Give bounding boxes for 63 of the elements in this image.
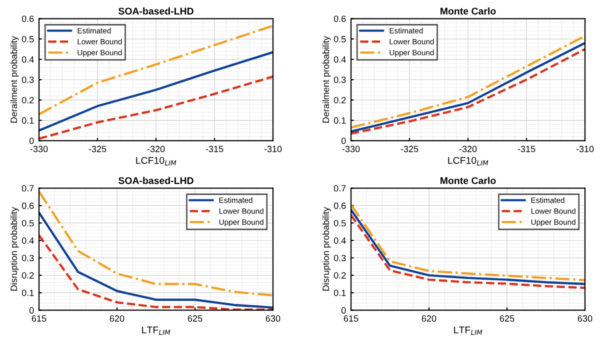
x-tick-label: 615	[32, 315, 46, 322]
y-tick-label: 0.4	[22, 56, 34, 63]
y-tick-label: 0.4	[334, 56, 346, 63]
y-axis-title: Disruption probability	[10, 207, 19, 291]
y-tick-label: 0.6	[22, 202, 34, 209]
x-tick-label: 625	[188, 315, 202, 322]
x-tick-label: -325	[400, 146, 418, 152]
y-tick-label: 0.3	[22, 76, 34, 84]
y-axis-title: Disruption probability	[322, 207, 331, 291]
chart-title: Monte Carlo	[440, 176, 496, 184]
y-tick-label: 0.4	[22, 237, 34, 244]
y-tick-label: 0.2	[334, 272, 346, 279]
x-tick-label: 630	[266, 315, 280, 322]
y-tick-label: 0.5	[334, 220, 346, 226]
x-axis-title: LCF10$_{LIM}$	[448, 156, 488, 166]
x-tick-label: -315	[518, 146, 536, 152]
y-tick-label: 0.7	[22, 185, 34, 192]
y-tick-label: 0.4	[334, 237, 346, 244]
line-series	[39, 190, 273, 296]
y-tick-label: 0.1	[22, 290, 34, 296]
chart-title: SOA-based-LHD	[118, 7, 194, 15]
y-tick-label: 0	[29, 307, 34, 314]
x-axis-title: LTF$_{LIM}$	[142, 326, 170, 335]
y-tick-label: 0.1	[334, 117, 346, 124]
y-tick-label: 0.3	[334, 254, 346, 262]
y-tick-label: 0.2	[22, 272, 34, 279]
x-tick-label: 620	[110, 315, 124, 322]
x-axis-title: LTF$_{LIM}$	[454, 326, 482, 335]
x-tick-label: 630	[578, 315, 592, 322]
y-tick-label: 0.5	[334, 36, 346, 42]
y-tick-label: 0	[341, 307, 346, 314]
y-tick-label: 0.6	[334, 16, 346, 22]
y-tick-label: 0.1	[334, 290, 346, 296]
y-tick-label: 0.6	[334, 202, 346, 209]
x-axis-title: LCF10$_{LIM}$	[136, 156, 176, 166]
x-tick-label: 625	[500, 315, 514, 322]
y-tick-label: 0	[341, 138, 346, 144]
x-tick-label: -310	[264, 146, 282, 152]
x-tick-label: -320	[459, 146, 477, 152]
y-tick-label: 0.2	[22, 96, 34, 104]
y-axis-title: Derailment probability	[322, 36, 331, 123]
y-tick-label: 0.5	[22, 220, 34, 226]
x-tick-label: -320	[147, 146, 165, 152]
x-tick-label: -315	[206, 146, 224, 152]
y-axis-title: Derailment probability	[10, 36, 19, 123]
y-tick-label: 0.5	[22, 36, 34, 42]
y-tick-label: 0.6	[22, 16, 34, 22]
y-tick-label: 0.2	[334, 96, 346, 104]
y-tick-label: 0.3	[334, 76, 346, 84]
chart-title: SOA-based-LHD	[118, 176, 194, 184]
y-tick-label: 0.1	[22, 117, 34, 124]
x-tick-label: -330	[30, 146, 48, 152]
x-tick-label: -310	[576, 146, 594, 152]
y-tick-label: 0.3	[22, 254, 34, 262]
x-tick-label: 620	[422, 315, 436, 322]
x-tick-label: -330	[342, 146, 360, 152]
x-tick-label: -325	[88, 146, 106, 152]
y-tick-label: 0	[29, 138, 34, 144]
x-tick-label: 615	[344, 315, 358, 322]
line-series	[39, 24, 273, 116]
line-series	[39, 51, 273, 132]
chart-title: Monte Carlo	[440, 7, 496, 15]
y-tick-label: 0.7	[334, 185, 346, 192]
